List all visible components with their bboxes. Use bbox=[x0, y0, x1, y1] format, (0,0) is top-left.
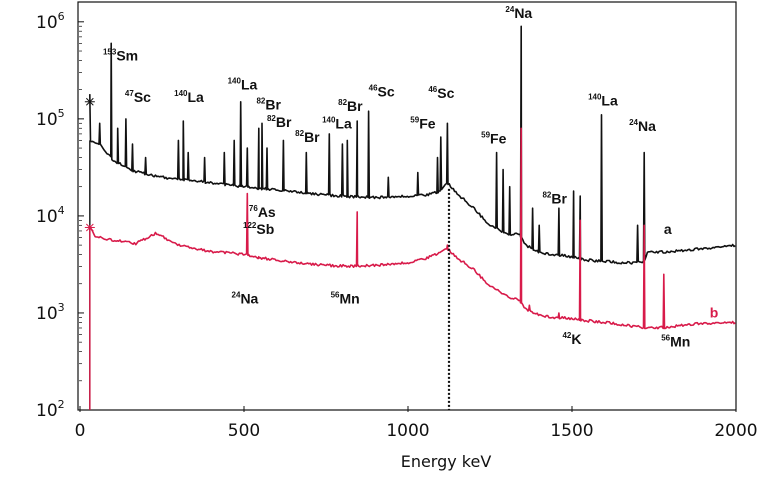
peak-label-82br: 82Br bbox=[267, 114, 292, 130]
peak-label-76as: 76As bbox=[249, 204, 276, 220]
peak-label-82br: 82Br bbox=[542, 190, 567, 206]
x-tick-label: 0 bbox=[75, 421, 86, 441]
peak-label-24na: 24Na bbox=[505, 5, 532, 21]
peak-label-24na: 24Na bbox=[629, 118, 656, 134]
star-marker bbox=[84, 97, 95, 106]
x-axis-ticks: 0 500 1000 1500 2000 bbox=[75, 406, 758, 441]
peak-label-122sb: 122Sb bbox=[243, 221, 274, 237]
y-tick-label: 106 bbox=[36, 10, 65, 33]
y-tick-label: 102 bbox=[36, 398, 65, 421]
peak-label-140la: 140La bbox=[588, 92, 618, 108]
peak-label-24na: 24Na bbox=[232, 291, 259, 307]
plot-frame bbox=[77, 1, 737, 411]
peak-label-140la: 140La bbox=[174, 89, 204, 105]
peak-label-59fe: 59Fe bbox=[410, 115, 435, 131]
y-tick-label: 104 bbox=[36, 204, 65, 227]
x-tick-label: 2000 bbox=[714, 421, 757, 441]
x-tick-label: 1500 bbox=[550, 421, 593, 441]
y-tick-label: 103 bbox=[36, 301, 65, 324]
peak-label-56mn: 56Mn bbox=[331, 291, 360, 307]
peak-label-56mn: 56Mn bbox=[661, 334, 690, 350]
series-line-a bbox=[89, 25, 736, 265]
series-tag-a: a bbox=[664, 221, 672, 237]
peak-label-47sc: 47Sc bbox=[125, 89, 151, 105]
y-axis-ticks: 102 103 104 105 106 bbox=[36, 10, 84, 421]
star-stroke bbox=[85, 97, 94, 106]
x-tick-label: 1000 bbox=[386, 421, 429, 441]
series-layer: ab bbox=[84, 25, 736, 410]
peak-label-59fe: 59Fe bbox=[481, 130, 506, 146]
peak-label-82br: 82Br bbox=[338, 98, 363, 114]
peak-label-46sc: 46Sc bbox=[428, 85, 454, 101]
star-marker bbox=[84, 223, 95, 232]
peak-label-46sc: 46Sc bbox=[369, 83, 395, 99]
series-tag-b: b bbox=[710, 304, 719, 320]
star-stroke bbox=[85, 223, 94, 232]
peak-label-82br: 82Br bbox=[295, 129, 320, 145]
x-tick-label: 500 bbox=[228, 421, 260, 441]
x-axis-label: Energy keV bbox=[401, 452, 492, 471]
peak-label-42k: 42K bbox=[562, 331, 581, 347]
peak-label-82br: 82Br bbox=[256, 96, 281, 112]
peak-label-140la: 140La bbox=[322, 115, 352, 131]
peak-label-140la: 140La bbox=[228, 77, 258, 93]
peak-label-153sm: 153Sm bbox=[103, 47, 138, 63]
series-line-b bbox=[89, 127, 736, 330]
y-tick-label: 105 bbox=[36, 107, 65, 130]
